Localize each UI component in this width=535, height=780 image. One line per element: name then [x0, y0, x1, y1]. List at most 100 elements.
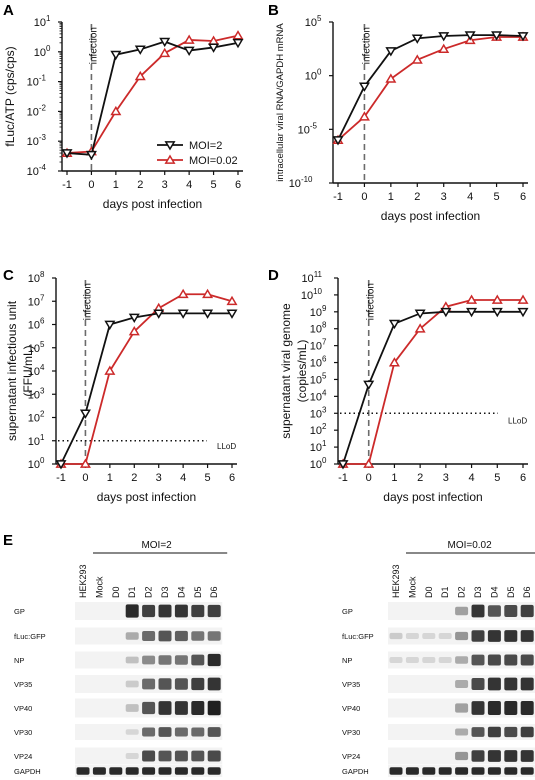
y-tick-label: 10-4	[27, 163, 47, 178]
series-line-moi-0-02	[61, 293, 233, 465]
blot-band	[174, 630, 188, 642]
blot-band	[504, 654, 518, 666]
blot-band	[422, 767, 436, 775]
blot-band	[455, 606, 469, 616]
infection-annotation: infection	[361, 27, 372, 64]
blot-band	[455, 767, 469, 775]
blot-band	[422, 633, 436, 639]
y-tick-label: 107	[28, 293, 45, 308]
blot-band	[191, 767, 205, 775]
blot-title: MOI=0.02	[447, 540, 492, 551]
legend-label-moi-2: MOI=2	[189, 140, 222, 152]
lane-label: HEK293	[78, 564, 88, 598]
blot-band	[487, 726, 501, 738]
blot-band	[405, 767, 419, 775]
blot-row-label: VP30	[14, 728, 32, 737]
y-tick-label: 106	[28, 317, 45, 332]
data-point-moi-2	[491, 31, 503, 41]
x-tick-label: -1	[62, 179, 72, 191]
series-line-moi-2	[342, 310, 523, 465]
blot-band	[504, 630, 518, 642]
blot-band	[504, 677, 518, 691]
blot-band	[471, 654, 485, 666]
blot-row-label: VP35	[342, 680, 360, 689]
y-axis-label: supernatant viral genome	[279, 303, 293, 439]
panel-letter-a: A	[3, 2, 14, 19]
y-tick-label: 100	[28, 456, 45, 471]
blot-row-label: VP40	[14, 704, 32, 713]
blot-band	[191, 750, 205, 762]
lane-label: D1	[127, 586, 137, 598]
data-point-moi-0-02	[159, 47, 171, 58]
y-axis-label-unit: (FFU/mL)	[21, 345, 35, 396]
blot-row-label: VP30	[342, 728, 360, 737]
data-point-moi-0-02	[517, 294, 529, 304]
blot-band	[191, 727, 205, 737]
x-tick-label: 0	[88, 179, 94, 191]
x-tick-label: 5	[205, 472, 211, 484]
y-tick-label: 109	[310, 304, 327, 319]
blot-band	[487, 700, 501, 716]
lane-label: D3	[160, 586, 170, 598]
data-point-moi-0-02	[177, 288, 189, 299]
blot-band	[158, 604, 172, 618]
blot-band	[389, 632, 403, 640]
x-axis-label: days post infection	[383, 490, 482, 504]
blot-band	[76, 767, 90, 775]
data-point-moi-2	[491, 307, 503, 318]
x-axis-label: days post infection	[381, 209, 480, 223]
data-point-moi-2	[226, 309, 238, 319]
blot-band	[125, 767, 139, 775]
infection-annotation: infection	[88, 27, 99, 64]
data-point-moi-2	[202, 309, 214, 319]
series-line-moi-2	[337, 34, 524, 141]
blot-row-label: VP35	[14, 680, 32, 689]
blot-band	[191, 700, 205, 716]
data-point-moi-2	[385, 47, 397, 57]
panel-letter-e: E	[3, 532, 13, 549]
lane-label: D5	[193, 586, 203, 598]
blot-band	[142, 727, 156, 737]
series-line-moi-0-02	[337, 36, 523, 141]
blot-band	[207, 677, 221, 691]
x-tick-label: 4	[469, 472, 475, 484]
y-tick-label: 1011	[301, 270, 322, 285]
blot-band	[158, 727, 172, 737]
data-point-moi-2	[128, 313, 140, 323]
blot-band	[191, 631, 205, 641]
data-point-moi-0-02	[388, 357, 400, 367]
x-tick-label: 3	[441, 191, 447, 203]
x-tick-label: 6	[235, 179, 241, 191]
data-point-moi-0-02	[128, 326, 140, 336]
blot-band	[520, 750, 534, 762]
lane-label: D4	[176, 586, 186, 598]
blot-row-label: GAPDH	[14, 767, 41, 776]
data-point-moi-2	[79, 409, 91, 419]
data-point-moi-2	[517, 32, 529, 42]
blot-band	[142, 767, 156, 775]
data-point-moi-2	[159, 37, 171, 48]
lane-label: D0	[424, 586, 434, 598]
y-tick-label: 10-10	[289, 175, 313, 190]
blot-band	[142, 678, 156, 690]
blot-band	[504, 605, 518, 617]
data-point-moi-2	[388, 319, 400, 330]
blot-band	[191, 677, 205, 691]
data-point-moi-0-02	[208, 35, 220, 45]
y-tick-label: 105	[305, 14, 322, 29]
blot-band	[455, 656, 469, 664]
y-tick-label: 10-1	[27, 74, 47, 89]
series-line-moi-0-02	[66, 34, 239, 154]
data-point-moi-2	[134, 45, 146, 55]
data-point-moi-0-02	[232, 30, 244, 40]
x-tick-label: 4	[180, 472, 186, 484]
blot-band	[471, 604, 485, 618]
blot-band	[158, 630, 172, 642]
blot-band	[207, 750, 221, 762]
blot-band	[125, 729, 139, 735]
y-axis-label: fLuc/ATP (cps/cps)	[3, 46, 17, 146]
x-tick-label: 6	[229, 472, 235, 484]
legend-marker-moi-2	[164, 141, 176, 151]
data-point-moi-0-02	[110, 105, 122, 116]
